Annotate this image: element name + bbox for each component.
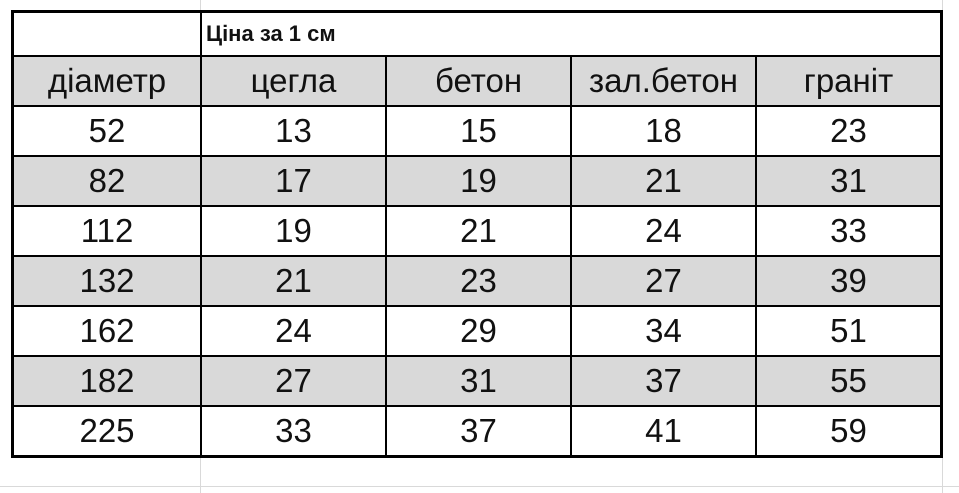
price-cell[interactable]: 37 (385, 405, 572, 458)
price-cell[interactable]: 31 (385, 355, 572, 407)
price-cell[interactable]: 39 (755, 255, 943, 307)
price-cell[interactable]: 21 (200, 255, 387, 307)
price-cell[interactable]: 27 (570, 255, 757, 307)
price-cell[interactable]: 29 (385, 305, 572, 357)
empty-cell[interactable] (11, 10, 202, 57)
price-table: Ціна за 1 см діаметр цегла бетон зал.бет… (11, 10, 943, 458)
price-cell[interactable]: 19 (385, 155, 572, 207)
price-cell[interactable]: 24 (570, 205, 757, 257)
price-cell[interactable]: 55 (755, 355, 943, 407)
header-cell[interactable]: граніт (755, 55, 943, 107)
price-cell[interactable]: 27 (200, 355, 387, 407)
table-row: 225 33 37 41 59 (11, 405, 943, 458)
diameter-cell[interactable]: 52 (11, 105, 202, 157)
diameter-cell[interactable]: 225 (11, 405, 202, 458)
price-cell[interactable]: 17 (200, 155, 387, 207)
diameter-cell[interactable]: 162 (11, 305, 202, 357)
table-title[interactable]: Ціна за 1 см (200, 10, 943, 57)
table-row: 162 24 29 34 51 (11, 305, 943, 357)
price-cell[interactable]: 23 (385, 255, 572, 307)
header-cell[interactable]: зал.бетон (570, 55, 757, 107)
header-cell[interactable]: діаметр (11, 55, 202, 107)
price-cell[interactable]: 33 (200, 405, 387, 458)
price-cell[interactable]: 33 (755, 205, 943, 257)
diameter-cell[interactable]: 182 (11, 355, 202, 407)
table-row: 112 19 21 24 33 (11, 205, 943, 257)
price-cell[interactable]: 18 (570, 105, 757, 157)
price-cell[interactable]: 34 (570, 305, 757, 357)
price-cell[interactable]: 23 (755, 105, 943, 157)
title-row: Ціна за 1 см (11, 10, 943, 57)
price-cell[interactable]: 59 (755, 405, 943, 458)
price-cell[interactable]: 24 (200, 305, 387, 357)
diameter-cell[interactable]: 82 (11, 155, 202, 207)
table-row: 182 27 31 37 55 (11, 355, 943, 407)
table-row: 82 17 19 21 31 (11, 155, 943, 207)
price-cell[interactable]: 51 (755, 305, 943, 357)
table-row: 132 21 23 27 39 (11, 255, 943, 307)
diameter-cell[interactable]: 112 (11, 205, 202, 257)
header-cell[interactable]: цегла (200, 55, 387, 107)
diameter-cell[interactable]: 132 (11, 255, 202, 307)
sheet-gridline (0, 486, 959, 487)
price-cell[interactable]: 21 (385, 205, 572, 257)
table-row: 52 13 15 18 23 (11, 105, 943, 157)
price-cell[interactable]: 15 (385, 105, 572, 157)
header-cell[interactable]: бетон (385, 55, 572, 107)
header-row: діаметр цегла бетон зал.бетон граніт (11, 55, 943, 107)
price-cell[interactable]: 19 (200, 205, 387, 257)
price-cell[interactable]: 21 (570, 155, 757, 207)
price-cell[interactable]: 37 (570, 355, 757, 407)
price-cell[interactable]: 13 (200, 105, 387, 157)
price-cell[interactable]: 41 (570, 405, 757, 458)
price-cell[interactable]: 31 (755, 155, 943, 207)
